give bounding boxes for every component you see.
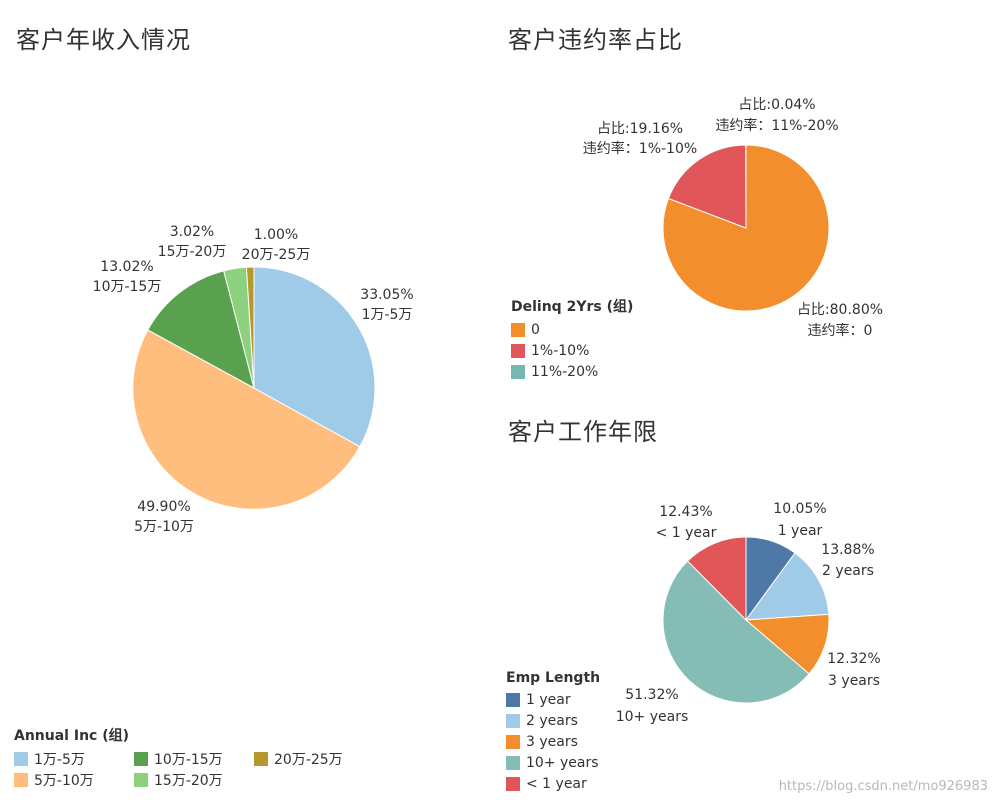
delinq-legend-items: 0 1%-10% 11%-20% xyxy=(511,319,633,382)
delinq-legend-item[interactable]: 0 xyxy=(511,319,633,340)
delinq-slice-0-category-label: 违约率：0 xyxy=(808,322,873,339)
delinq-slice-0-pct-label: 占比:80.80% xyxy=(797,302,883,318)
income-chart-title: 客户年收入情况 xyxy=(16,26,191,54)
emp-legend-items: 1 year 2 years 3 years 10+ years < 1 year xyxy=(506,689,600,794)
income-legend-label: 20万-25万 xyxy=(274,751,343,768)
emp-slice-3-pct-label: 51.32% xyxy=(625,687,678,703)
emp-slice-4[interactable] xyxy=(686,536,747,622)
income-slice-0-pct-label: 33.05% xyxy=(360,287,413,303)
delinq-legend-swatch xyxy=(511,343,525,358)
emp-legend-item[interactable]: 3 years xyxy=(506,731,600,752)
emp-slice-2-category-label: 3 years xyxy=(828,673,880,689)
emp-legend-swatch xyxy=(506,776,520,791)
income-legend-label: 1万-5万 xyxy=(34,751,85,768)
income-legend-swatch xyxy=(134,751,148,766)
emp-slice-0-category-label: 1 year xyxy=(778,523,823,539)
income-legend-item[interactable]: 20万-25万 xyxy=(254,748,374,769)
emp-slice-2-pct-label: 12.32% xyxy=(827,651,880,667)
income-legend-item[interactable]: 1万-5万 xyxy=(14,748,134,769)
delinq-legend-label: 11%-20% xyxy=(531,363,599,380)
emp-legend: Emp Length 1 year 2 years 3 years 10+ years… xyxy=(506,670,600,794)
income-slice-3-category-label: 15万-20万 xyxy=(158,244,227,260)
delinq-legend-label: 1%-10% xyxy=(531,342,590,359)
income-legend-item[interactable]: 5万-10万 xyxy=(14,769,134,790)
income-slice-2-pct-label: 13.02% xyxy=(100,259,153,275)
emp-legend-item[interactable]: 10+ years xyxy=(506,752,600,773)
delinq-legend-label: 0 xyxy=(531,321,540,338)
delinq-slice-0[interactable] xyxy=(662,144,830,312)
income-legend-swatch xyxy=(14,772,28,787)
emp-slice-2[interactable] xyxy=(744,613,830,675)
income-slice-0-category-label: 1万-5万 xyxy=(362,307,413,323)
emp-chart-title: 客户工作年限 xyxy=(508,418,658,446)
emp-slice-3-category-label: 10+ years xyxy=(616,709,689,725)
income-legend-title: Annual Inc (组) xyxy=(14,728,130,744)
watermark-text: https://blog.csdn.net/mo926983 xyxy=(778,779,988,794)
emp-legend-label: 2 years xyxy=(526,712,578,729)
emp-legend-swatch xyxy=(506,692,520,707)
delinq-chart-title: 客户违约率占比 xyxy=(508,26,683,54)
emp-legend-label: 10+ years xyxy=(526,754,599,771)
delinq-legend-swatch xyxy=(511,364,525,379)
delinq-legend-swatch xyxy=(511,322,525,337)
emp-slice-4-category-label: < 1 year xyxy=(656,525,717,541)
delinq-slice-1[interactable] xyxy=(667,144,747,229)
income-legend-label: 10万-15万 xyxy=(154,751,223,768)
emp-slice-1-pct-label: 13.88% xyxy=(821,542,874,558)
delinq-legend: Delinq 2Yrs (组) 0 1%-10% 11%-20% xyxy=(511,296,633,382)
income-legend-swatch xyxy=(254,751,268,766)
income-legend-swatch xyxy=(14,751,28,766)
income-legend-label: 5万-10万 xyxy=(34,772,94,789)
emp-slice-3[interactable] xyxy=(662,560,810,704)
income-slice-1-pct-label: 49.90% xyxy=(137,499,190,515)
delinq-legend-item[interactable]: 11%-20% xyxy=(511,361,633,382)
emp-legend-item[interactable]: 1 year xyxy=(506,689,600,710)
income-legend-swatch xyxy=(134,772,148,787)
emp-slice-1[interactable] xyxy=(744,552,830,621)
delinq-slice-1-pct-label: 占比:19.16% xyxy=(597,121,683,137)
income-slice-1[interactable] xyxy=(132,329,361,510)
emp-legend-title: Emp Length xyxy=(506,670,601,686)
delinq-legend-item[interactable]: 1%-10% xyxy=(511,340,633,361)
emp-legend-item[interactable]: < 1 year xyxy=(506,773,600,794)
emp-legend-swatch xyxy=(506,755,520,770)
delinq-legend-title: Delinq 2Yrs (组) xyxy=(511,299,634,315)
emp-legend-item[interactable]: 2 years xyxy=(506,710,600,731)
income-legend-items: 1万-5万 10万-15万 20万-25万 5万-10万 15万-20万 xyxy=(14,748,374,790)
income-legend: Annual Inc (组) 1万-5万 10万-15万 20万-25万 5万-10万… xyxy=(14,725,374,790)
income-slice-1-category-label: 5万-10万 xyxy=(134,519,194,535)
income-slice-4-pct-label: 1.00% xyxy=(254,227,298,243)
income-slice-4[interactable] xyxy=(245,266,255,389)
income-legend-item[interactable]: 10万-15万 xyxy=(134,748,254,769)
delinq-slice-1-category-label: 违约率：1%-10% xyxy=(583,140,697,157)
emp-legend-swatch xyxy=(506,713,520,728)
emp-slice-1-category-label: 2 years xyxy=(822,563,874,579)
emp-slice-4-pct-label: 12.43% xyxy=(659,504,712,520)
delinq-slice-2-category-label: 违约率：11%-20% xyxy=(715,117,838,134)
income-slice-2[interactable] xyxy=(147,270,255,389)
income-slice-4-category-label: 20万-25万 xyxy=(242,247,311,263)
emp-legend-label: < 1 year xyxy=(526,775,587,792)
emp-legend-label: 1 year xyxy=(526,691,571,708)
emp-legend-label: 3 years xyxy=(526,733,578,750)
income-legend-label: 15万-20万 xyxy=(154,772,223,789)
delinq-slice-2-pct-label: 占比:0.04% xyxy=(738,97,815,113)
income-slice-2-category-label: 10万-15万 xyxy=(93,279,162,295)
emp-legend-swatch xyxy=(506,734,520,749)
emp-slice-0-pct-label: 10.05% xyxy=(773,501,826,517)
income-slice-3-pct-label: 3.02% xyxy=(170,224,214,240)
income-legend-item[interactable]: 15万-20万 xyxy=(134,769,254,790)
income-slice-0[interactable] xyxy=(253,266,376,448)
